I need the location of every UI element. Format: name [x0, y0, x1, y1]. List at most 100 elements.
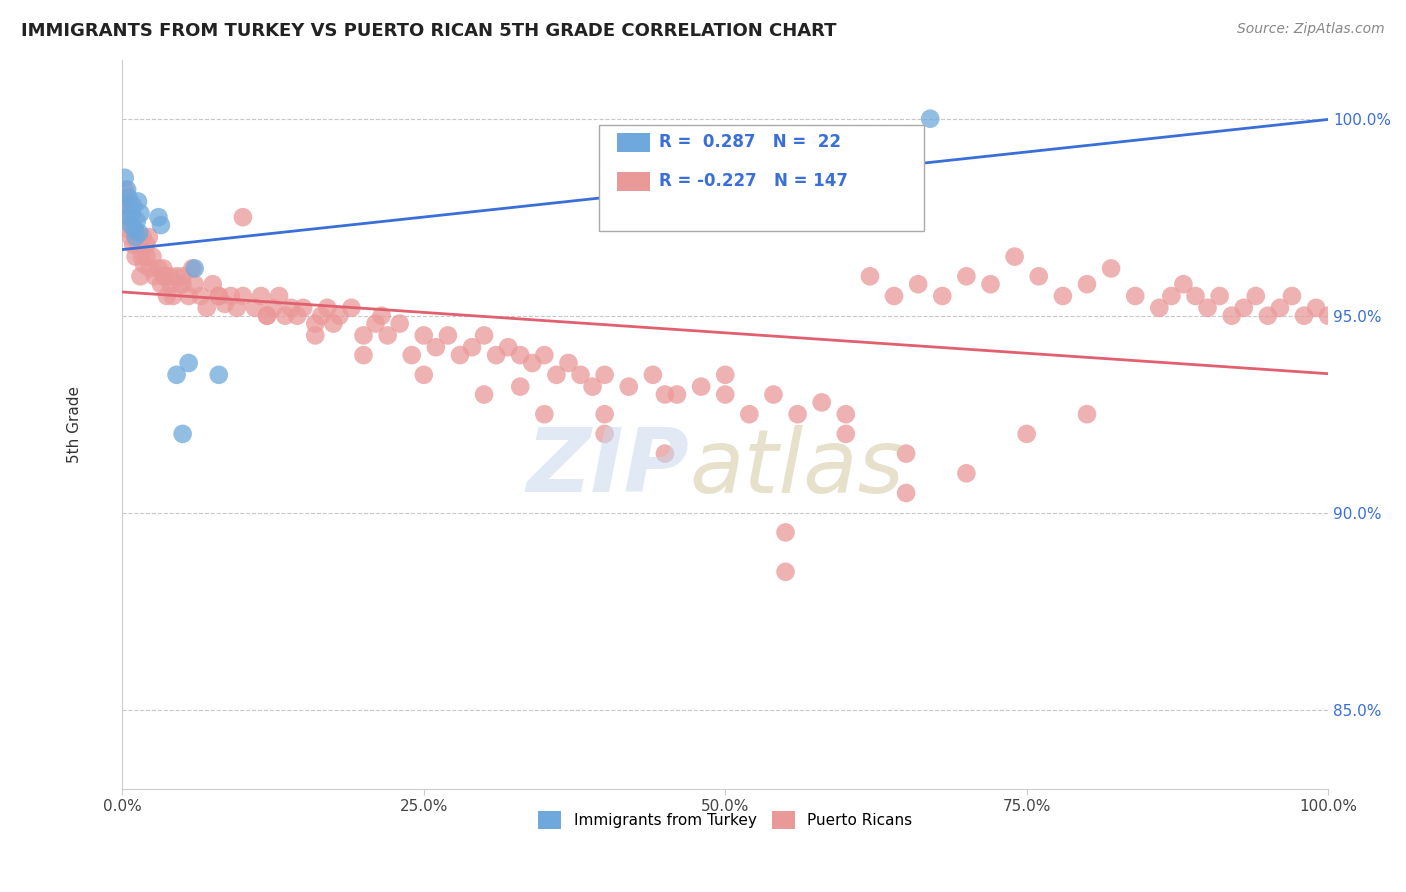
Point	[1220, 309, 1243, 323]
Point	[557, 356, 579, 370]
Point	[159, 277, 181, 292]
Point	[1208, 289, 1230, 303]
Point	[1015, 426, 1038, 441]
Point	[1099, 261, 1122, 276]
Point	[124, 222, 146, 236]
Point	[1160, 289, 1182, 303]
Point	[496, 340, 519, 354]
Point	[118, 211, 141, 225]
Point	[304, 317, 326, 331]
Point	[883, 289, 905, 303]
Point	[129, 269, 152, 284]
Point	[117, 222, 139, 236]
Point	[120, 230, 142, 244]
Point	[129, 206, 152, 220]
Point	[714, 368, 737, 382]
Point	[316, 301, 339, 315]
Point	[214, 297, 236, 311]
Point	[340, 301, 363, 315]
Point	[201, 277, 224, 292]
Point	[114, 183, 136, 197]
Point	[377, 328, 399, 343]
Point	[274, 309, 297, 323]
Point	[370, 309, 392, 323]
Point	[172, 269, 194, 284]
Point	[472, 387, 495, 401]
Point	[124, 222, 146, 236]
Point	[121, 218, 143, 232]
Point	[143, 269, 166, 284]
Point	[125, 214, 148, 228]
Bar	[617, 172, 651, 191]
Text: ZIP: ZIP	[526, 425, 689, 511]
Point	[267, 289, 290, 303]
Point	[364, 317, 387, 331]
Point	[835, 407, 858, 421]
Point	[122, 237, 145, 252]
Point	[485, 348, 508, 362]
Point	[738, 407, 761, 421]
Point	[859, 269, 882, 284]
Point	[153, 269, 176, 284]
Point	[141, 250, 163, 264]
Point	[114, 170, 136, 185]
Point	[835, 426, 858, 441]
Point	[250, 289, 273, 303]
Point	[388, 317, 411, 331]
Point	[509, 348, 531, 362]
Point	[666, 387, 689, 401]
Point	[256, 309, 278, 323]
Point	[115, 198, 138, 212]
Point	[112, 198, 135, 212]
Point	[690, 379, 713, 393]
Point	[1244, 289, 1267, 303]
Point	[353, 328, 375, 343]
Text: Source: ZipAtlas.com: Source: ZipAtlas.com	[1237, 22, 1385, 37]
Point	[122, 198, 145, 212]
Point	[1123, 289, 1146, 303]
Point	[714, 387, 737, 401]
Point	[135, 250, 157, 264]
Point	[593, 426, 616, 441]
Point	[1233, 301, 1256, 315]
Point	[169, 277, 191, 292]
Point	[243, 301, 266, 315]
Point	[149, 218, 172, 232]
Text: atlas: atlas	[689, 425, 904, 511]
Point	[208, 289, 231, 303]
Point	[1028, 269, 1050, 284]
Point	[1149, 301, 1171, 315]
Point	[1052, 289, 1074, 303]
Point	[1268, 301, 1291, 315]
Point	[425, 340, 447, 354]
Point	[280, 301, 302, 315]
Point	[894, 486, 917, 500]
Point	[132, 258, 155, 272]
Point	[979, 277, 1001, 292]
Point	[461, 340, 484, 354]
Point	[183, 261, 205, 276]
Point	[1257, 309, 1279, 323]
Point	[1076, 277, 1098, 292]
Point	[546, 368, 568, 382]
Point	[156, 289, 179, 303]
Point	[810, 395, 832, 409]
Point	[1305, 301, 1327, 315]
Point	[149, 277, 172, 292]
Point	[472, 328, 495, 343]
Point	[412, 368, 434, 382]
Point	[894, 447, 917, 461]
Point	[148, 211, 170, 225]
Point	[1173, 277, 1195, 292]
Point	[131, 250, 153, 264]
Point	[569, 368, 592, 382]
Point	[1076, 407, 1098, 421]
Point	[1281, 289, 1303, 303]
Point	[232, 211, 254, 225]
Point	[124, 250, 146, 264]
Point	[641, 368, 664, 382]
Point	[449, 348, 471, 362]
Point	[166, 368, 188, 382]
Point	[157, 269, 180, 284]
Point	[135, 237, 157, 252]
